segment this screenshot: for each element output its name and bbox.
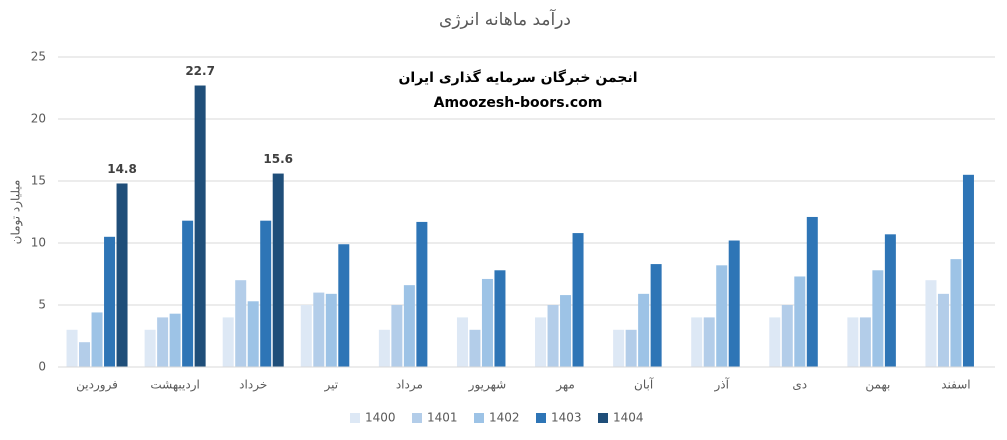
- watermark: Amoozesh-boors.com: [434, 95, 603, 111]
- bar: [572, 233, 584, 367]
- bar: [144, 329, 156, 367]
- bar: [194, 85, 206, 368]
- bar: [716, 265, 728, 367]
- legend-swatch: [412, 413, 422, 423]
- bar: [872, 270, 884, 367]
- x-tick-label: دی: [792, 378, 807, 392]
- bar: [104, 236, 116, 367]
- y-tick-label: 25: [31, 50, 46, 64]
- bar: [925, 280, 937, 367]
- bar: [325, 293, 337, 367]
- data-label: 15.6: [263, 152, 293, 166]
- bar: [338, 244, 350, 367]
- x-tick-label: تیر: [323, 378, 338, 393]
- y-axis-label: میلیارد تومان: [9, 180, 24, 245]
- bar: [469, 329, 481, 367]
- x-tick-label: اردیبهشت: [150, 378, 199, 393]
- legend-label: 1401: [427, 411, 458, 425]
- legend-swatch: [474, 413, 484, 423]
- x-tick-label: آذر: [713, 377, 729, 393]
- x-tick-label: شهریور: [468, 378, 507, 393]
- bar: [847, 317, 859, 367]
- y-tick-label: 10: [31, 236, 46, 250]
- bar: [313, 292, 325, 367]
- data-label: 14.8: [107, 162, 137, 176]
- bar: [703, 317, 715, 367]
- y-tick-label: 15: [31, 174, 46, 188]
- bar: [625, 329, 637, 367]
- bar: [247, 301, 259, 367]
- x-tick-label: فروردین: [76, 378, 118, 393]
- bar: [638, 293, 650, 367]
- bar: [481, 278, 493, 367]
- x-tick-label: آبان: [634, 377, 654, 392]
- bar: [859, 317, 871, 367]
- legend-swatch: [350, 413, 360, 423]
- bar: [91, 312, 103, 367]
- data-label: 22.7: [185, 64, 215, 78]
- x-tick-label: اسفند: [941, 378, 970, 392]
- bar: [728, 240, 740, 367]
- x-tick-label: بهمن: [865, 378, 890, 393]
- bar: [650, 264, 662, 367]
- legend-label: 1400: [365, 411, 396, 425]
- bar: [416, 221, 428, 367]
- legend-swatch: [536, 413, 546, 423]
- legend-swatch: [598, 413, 608, 423]
- y-tick-label: 0: [38, 360, 46, 374]
- y-tick-label: 20: [31, 112, 46, 126]
- bar: [66, 329, 78, 367]
- bar: [781, 305, 793, 367]
- bar: [456, 317, 468, 367]
- legend-label: 1403: [551, 411, 582, 425]
- bar: [937, 293, 949, 367]
- bar: [962, 174, 974, 367]
- bar: [613, 329, 625, 367]
- y-tick-label: 5: [38, 298, 46, 312]
- bar: [222, 317, 234, 367]
- bar: [260, 220, 272, 367]
- bar: [535, 317, 547, 367]
- x-tick-label: مرداد: [396, 378, 423, 393]
- bar: [884, 234, 896, 367]
- bar: [116, 183, 128, 367]
- x-tick-label: خرداد: [239, 378, 267, 393]
- bar: [494, 270, 506, 367]
- bar: [806, 216, 818, 367]
- x-tick-label: مهر: [555, 378, 575, 393]
- legend-label: 1402: [489, 411, 520, 425]
- bar: [378, 329, 390, 367]
- watermark: انجمن خبرگان سرمایه گذاری ایران: [398, 69, 637, 86]
- chart-title: درآمد ماهانه انرژی: [439, 8, 571, 30]
- bar: [547, 305, 559, 367]
- bar: [182, 220, 194, 367]
- bar: [794, 276, 806, 367]
- bar: [169, 313, 181, 367]
- bar: [391, 305, 403, 367]
- bar: [560, 295, 572, 367]
- bar: [403, 285, 415, 367]
- bar: [79, 342, 91, 367]
- bar: [950, 259, 962, 367]
- bar: [691, 317, 703, 367]
- bar: [157, 317, 169, 367]
- bar: [769, 317, 781, 367]
- bar: [272, 173, 284, 367]
- bar: [300, 305, 312, 367]
- bar: [235, 280, 247, 367]
- legend-label: 1404: [613, 411, 644, 425]
